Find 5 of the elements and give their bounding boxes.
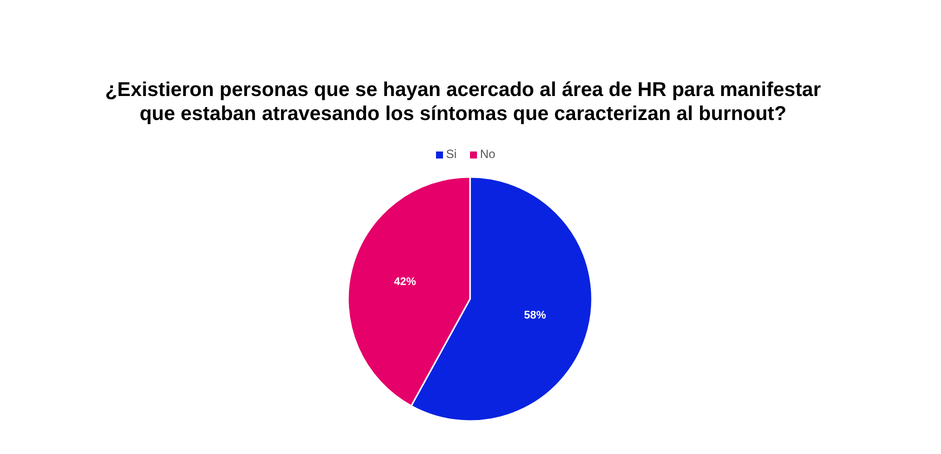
legend-label: Si bbox=[446, 147, 457, 162]
data-label: 58% bbox=[524, 310, 546, 322]
data-label: 42% bbox=[394, 276, 416, 288]
chart-title: ¿Existieron personas que se hayan acercado al área de HR para manifestar que estaban atravesando los síntomas que caracterizan al burnout? bbox=[105, 79, 822, 125]
legend-label: No bbox=[480, 147, 496, 162]
